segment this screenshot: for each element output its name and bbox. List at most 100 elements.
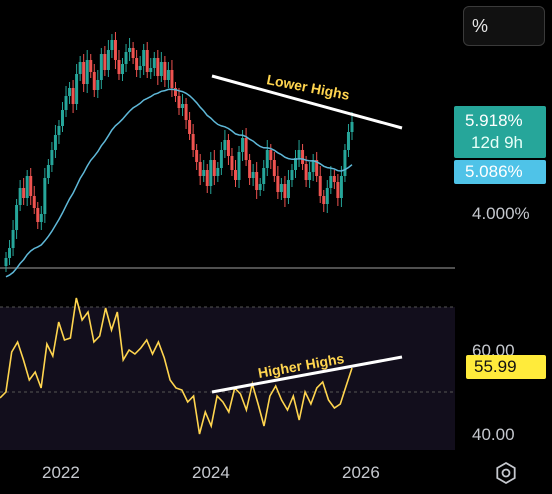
candle-body bbox=[241, 138, 245, 152]
candle-body bbox=[43, 178, 47, 214]
last-price-value: 5.918% bbox=[465, 111, 523, 130]
rsi-current-value: 55.99 bbox=[474, 357, 517, 376]
candle-body bbox=[68, 88, 72, 96]
candle-body bbox=[92, 72, 96, 90]
candle-body bbox=[297, 150, 301, 158]
candle-body bbox=[191, 134, 195, 150]
candle-body bbox=[350, 122, 354, 132]
candle-body bbox=[279, 184, 283, 192]
candle-body bbox=[138, 66, 142, 70]
candle-body bbox=[60, 110, 64, 126]
candle-body bbox=[159, 62, 163, 76]
candle-body bbox=[99, 54, 103, 80]
candle-body bbox=[170, 70, 174, 88]
candle-body bbox=[173, 88, 177, 96]
moving-average-value: 5.086% bbox=[465, 162, 523, 181]
candle-body bbox=[78, 62, 82, 74]
candle-body bbox=[230, 156, 234, 170]
lower-highs-label: Lower Highs bbox=[265, 71, 351, 103]
rsi-value-tag: 55.99 bbox=[466, 355, 546, 379]
candle-body bbox=[8, 248, 12, 258]
candle-body bbox=[18, 188, 22, 205]
candle-body bbox=[202, 170, 206, 176]
candle-body bbox=[336, 182, 340, 198]
candle-body bbox=[71, 88, 75, 104]
candle-body bbox=[57, 126, 61, 135]
candle-body bbox=[131, 48, 135, 58]
candle-body bbox=[315, 160, 319, 176]
candle-body bbox=[11, 230, 15, 248]
candle-body bbox=[322, 196, 326, 204]
candle-body bbox=[332, 176, 336, 182]
candle-body bbox=[135, 58, 139, 70]
candle-body bbox=[124, 52, 128, 64]
candle-body bbox=[149, 68, 153, 72]
candle-body bbox=[29, 176, 33, 196]
candle-body bbox=[117, 60, 121, 74]
candle-body bbox=[304, 164, 308, 180]
candle-body bbox=[195, 150, 199, 162]
candle-body bbox=[128, 48, 132, 52]
y-tick-4pct: 4.000% bbox=[472, 204, 530, 223]
candle-body bbox=[85, 60, 89, 84]
candle-body bbox=[53, 135, 57, 150]
candle-body bbox=[251, 172, 255, 178]
candle-body bbox=[205, 170, 209, 186]
candle-body bbox=[276, 176, 280, 192]
candle-body bbox=[163, 62, 167, 80]
gear-icon[interactable] bbox=[494, 461, 518, 485]
candle-body bbox=[188, 120, 192, 134]
candle-body bbox=[226, 140, 230, 156]
x-tick-2022: 2022 bbox=[42, 463, 80, 482]
candle-body bbox=[209, 160, 213, 186]
candle-body bbox=[219, 150, 223, 168]
candle-body bbox=[106, 50, 110, 70]
candle-body bbox=[343, 150, 347, 176]
candle-body bbox=[339, 176, 343, 198]
candle-body bbox=[248, 160, 252, 178]
candle-body bbox=[166, 70, 170, 80]
candle-body bbox=[103, 54, 107, 70]
candle-body bbox=[156, 58, 160, 76]
candle-body bbox=[308, 172, 312, 180]
candle-body bbox=[113, 40, 117, 60]
candle-body bbox=[145, 50, 149, 72]
candle-body bbox=[4, 258, 8, 266]
x-tick-2026: 2026 bbox=[342, 463, 380, 482]
candle-body bbox=[25, 176, 29, 198]
rsi-line bbox=[0, 297, 353, 435]
candle-body bbox=[265, 150, 269, 168]
candle-body bbox=[272, 160, 276, 176]
candles-group bbox=[4, 32, 354, 272]
candle-body bbox=[184, 104, 188, 120]
candle-body bbox=[89, 60, 93, 72]
moving-average-line bbox=[5, 88, 353, 278]
candle-body bbox=[75, 74, 79, 104]
candle-body bbox=[318, 176, 322, 196]
candle-body bbox=[50, 150, 54, 165]
rsi-band bbox=[0, 307, 455, 450]
candle-body bbox=[262, 168, 266, 184]
candle-body bbox=[181, 104, 185, 108]
candle-body bbox=[15, 205, 19, 230]
candle-body bbox=[198, 162, 202, 176]
candle-body bbox=[255, 172, 259, 190]
candle-body bbox=[46, 165, 50, 178]
candle-body bbox=[216, 168, 220, 176]
candle-body bbox=[325, 188, 329, 204]
candle-body bbox=[110, 40, 114, 50]
percent-button-label: % bbox=[472, 16, 489, 36]
candle-body bbox=[64, 96, 68, 110]
lower-highs-trendline bbox=[211, 74, 403, 130]
candle-body bbox=[22, 188, 26, 198]
candle-body bbox=[301, 150, 305, 164]
percent-scale-button[interactable]: % bbox=[463, 6, 545, 46]
candle-body bbox=[223, 140, 227, 150]
candle-body bbox=[237, 152, 241, 180]
candle-body bbox=[177, 96, 181, 108]
candle-body bbox=[39, 214, 43, 222]
rsi-tick-40: 40.00 bbox=[472, 425, 515, 444]
candle-body bbox=[36, 208, 40, 222]
x-tick-2024: 2024 bbox=[192, 463, 230, 482]
